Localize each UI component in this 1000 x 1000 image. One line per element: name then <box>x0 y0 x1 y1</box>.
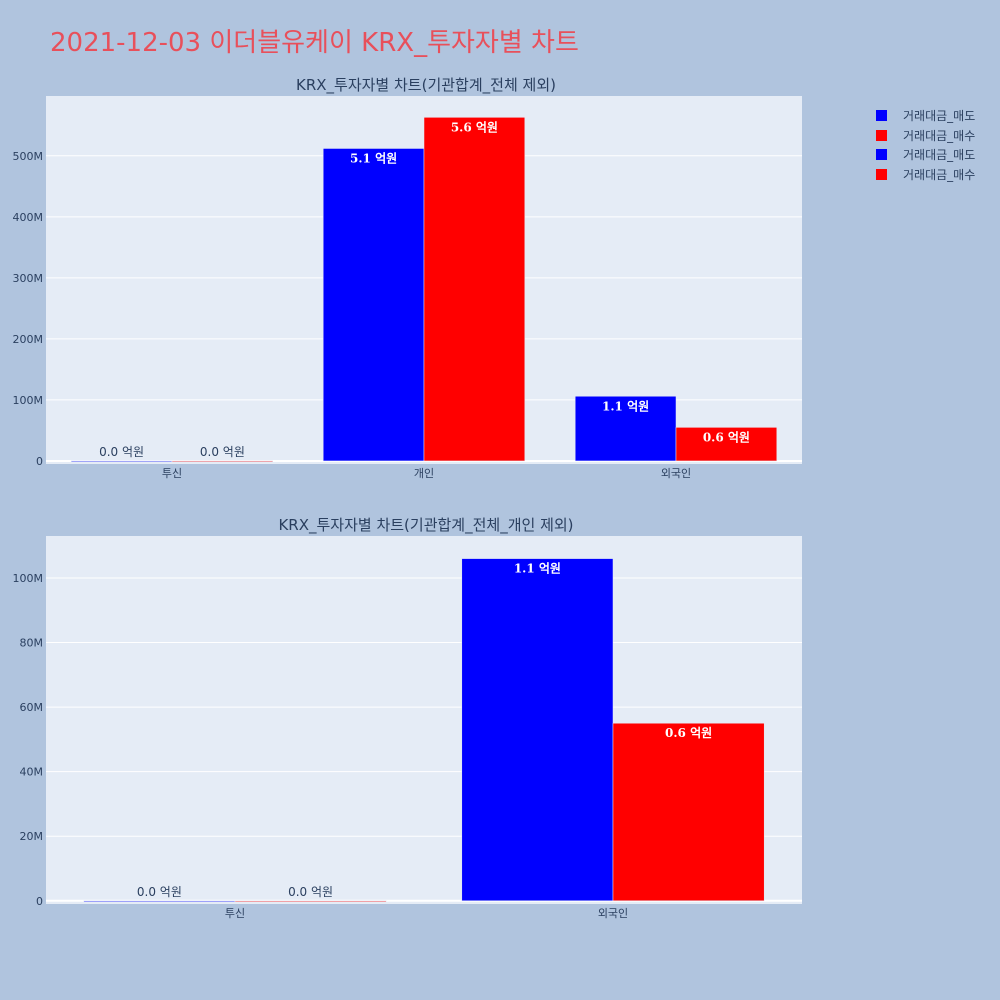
legend[interactable]: 거래대금_매도 거래대금_매수 거래대금_매도 거래대금_매수 <box>876 106 975 184</box>
bar-sell <box>322 148 425 462</box>
bar-sell <box>574 396 677 462</box>
page-title: 2021-12-03 이더블유케이 KRX_투자자별 차트 <box>50 28 579 58</box>
bar-buy <box>612 722 765 902</box>
y-tick-label: 0 <box>36 455 43 468</box>
y-tick-label: 100M <box>13 394 44 407</box>
legend-item-sell[interactable]: 거래대금_매도 <box>876 106 975 126</box>
bar-sell <box>70 460 173 462</box>
data-label: 0.0 억원 <box>137 885 182 899</box>
y-tick-label: 100M <box>13 572 44 585</box>
legend-label-sell-2: 거래대금_매도 <box>903 148 976 163</box>
bar-buy <box>171 460 274 462</box>
data-label: 1.1 억원 <box>514 562 561 576</box>
data-label: 5.6 억원 <box>451 120 498 134</box>
legend-swatch-buy-2 <box>876 168 887 180</box>
bar-buy <box>234 900 387 902</box>
data-label: 0.6 억원 <box>703 430 750 444</box>
legend-swatch-buy <box>876 129 887 141</box>
chart-2: 0 20M 40M 60M 80M 100M KRX_투자자별 차트(기관합계_전체_개인 … <box>13 516 802 920</box>
chart-title: KRX_투자자별 차트(기관합계_전체_개인 제외) <box>278 516 573 535</box>
y-tick-label: 20M <box>20 830 44 843</box>
bar-sell <box>461 558 614 902</box>
legend-swatch-sell-2 <box>876 149 887 161</box>
legend-label-sell: 거래대금_매도 <box>903 109 976 124</box>
y-tick-label: 300M <box>13 272 44 285</box>
y-tick-label: 400M <box>13 211 44 224</box>
legend-item-sell-2[interactable]: 거래대금_매도 <box>876 145 975 165</box>
data-label: 0.0 억원 <box>200 445 245 459</box>
bar-buy <box>423 117 526 462</box>
y-tick-label: 200M <box>13 333 44 346</box>
x-tick-label: 투신 <box>225 907 245 920</box>
data-label: 0.0 억원 <box>99 445 144 459</box>
x-tick-label: 투신 <box>162 467 182 480</box>
data-label: 0.6 억원 <box>665 726 712 740</box>
y-tick-label: 80M <box>20 637 44 650</box>
chart-title: KRX_투자자별 차트(기관합계_전체 제외) <box>296 76 556 95</box>
bar-sell <box>83 900 236 902</box>
legend-item-buy[interactable]: 거래대금_매수 <box>876 126 975 146</box>
chart-1: 0 100M 200M 300M 400M 500M KRX_투자자별 차트(기관합계_전체… <box>13 76 802 480</box>
legend-item-buy-2[interactable]: 거래대금_매수 <box>876 165 975 185</box>
data-label: 5.1 억원 <box>350 151 397 165</box>
legend-label-buy-2: 거래대금_매수 <box>903 167 976 182</box>
y-tick-label: 60M <box>20 701 44 714</box>
x-tick-label: 외국인 <box>661 467 691 480</box>
y-tick-label: 0 <box>36 895 43 908</box>
x-tick-label: 외국인 <box>598 907 628 920</box>
legend-label-buy: 거래대금_매수 <box>903 128 976 143</box>
y-tick-label: 500M <box>13 150 44 163</box>
y-tick-label: 40M <box>20 766 44 779</box>
bar-buy <box>675 427 778 462</box>
data-label: 1.1 억원 <box>602 399 649 413</box>
data-label: 0.0 억원 <box>288 885 333 899</box>
x-tick-label: 개인 <box>414 467 434 480</box>
legend-swatch-sell <box>876 110 887 122</box>
